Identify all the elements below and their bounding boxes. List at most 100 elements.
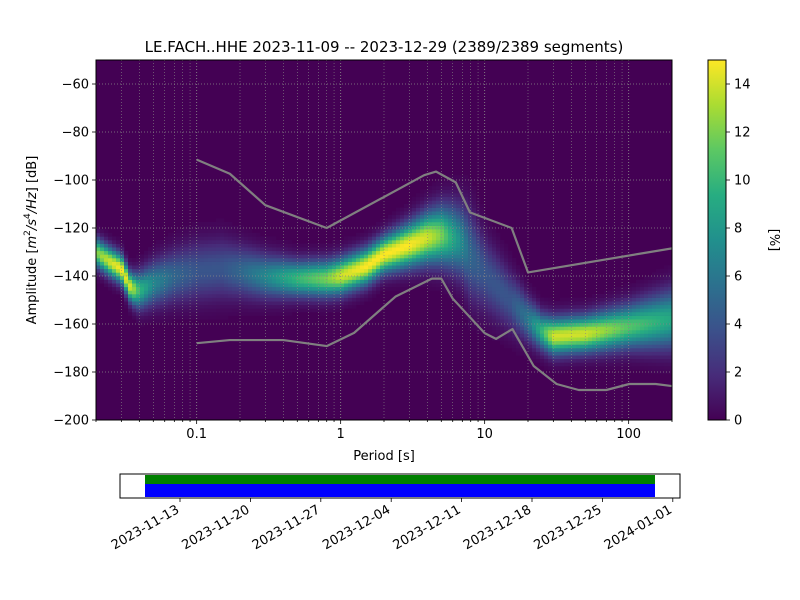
density-cell — [324, 250, 329, 255]
density-cell — [516, 312, 521, 316]
density-cell — [648, 290, 653, 295]
density-cell — [416, 193, 421, 198]
density-cell — [536, 348, 541, 352]
density-cell — [464, 196, 469, 201]
density-cell — [160, 312, 165, 316]
density-cell — [528, 286, 533, 291]
density-cell — [440, 250, 445, 255]
density-cell — [468, 254, 473, 259]
density-cell — [236, 283, 241, 288]
density-cell — [516, 294, 521, 298]
density-cell — [200, 279, 205, 284]
density-cell — [492, 268, 497, 273]
density-cell — [600, 312, 605, 316]
density-cell — [632, 315, 637, 320]
density-cell — [312, 265, 317, 270]
y-tick-label: −60 — [62, 78, 89, 93]
density-cell — [220, 276, 225, 280]
density-cell — [196, 290, 201, 295]
density-cell — [640, 337, 645, 342]
density-cell — [160, 283, 165, 288]
density-cell — [572, 358, 577, 363]
density-cell — [220, 243, 225, 248]
density-cell — [456, 225, 461, 230]
density-cell — [192, 315, 197, 320]
density-cell — [452, 196, 457, 201]
density-cell — [240, 265, 245, 270]
density-cell — [592, 358, 597, 363]
density-cell — [204, 261, 209, 266]
density-cell — [180, 243, 185, 248]
density-cell — [572, 308, 577, 313]
density-cell — [580, 330, 585, 334]
density-cell — [448, 243, 453, 248]
density-cell — [352, 250, 357, 255]
density-cell — [404, 283, 409, 288]
density-cell — [520, 279, 525, 284]
density-cell — [664, 268, 669, 273]
density-cell — [432, 193, 437, 198]
density-cell — [216, 258, 221, 262]
density-cell — [660, 355, 665, 360]
density-cell — [240, 232, 245, 237]
density-cell — [324, 279, 329, 284]
density-cell — [344, 304, 349, 309]
density-cell — [624, 348, 629, 352]
density-cell — [400, 276, 405, 280]
density-cell — [496, 337, 501, 342]
density-cell — [308, 258, 313, 262]
density-cell — [260, 236, 265, 241]
density-cell — [112, 243, 117, 248]
density-cell — [420, 189, 425, 194]
density-cell — [352, 243, 357, 248]
density-cell — [232, 290, 237, 295]
density-cell — [164, 294, 169, 298]
density-cell — [164, 247, 169, 252]
density-cell — [356, 240, 361, 244]
density-cell — [336, 258, 341, 262]
density-cell — [476, 261, 481, 266]
density-cell — [368, 250, 373, 255]
density-cell — [452, 193, 457, 198]
density-cell — [120, 258, 125, 262]
density-cell — [388, 218, 393, 223]
density-cell — [384, 225, 389, 230]
density-cell — [484, 250, 489, 255]
density-cell — [200, 297, 205, 302]
density-cell — [512, 304, 517, 309]
density-cell — [656, 319, 661, 324]
density-cell — [208, 308, 213, 313]
density-cell — [440, 211, 445, 216]
density-cell — [160, 304, 165, 309]
density-cell — [344, 290, 349, 295]
density-cell — [236, 236, 241, 241]
density-cell — [492, 290, 497, 295]
density-cell — [320, 243, 325, 248]
density-cell — [600, 355, 605, 360]
colorbar-gradient — [707, 59, 727, 421]
density-cell — [656, 308, 661, 313]
density-cell — [272, 265, 277, 270]
density-cell — [156, 283, 161, 288]
density-cell — [668, 322, 672, 327]
density-cell — [564, 344, 569, 349]
density-cell — [248, 247, 253, 252]
density-cell — [496, 272, 501, 277]
density-cell — [480, 286, 485, 291]
density-cell — [132, 308, 137, 313]
density-cell — [580, 322, 585, 327]
density-cell — [436, 247, 441, 252]
density-cell — [440, 189, 445, 194]
density-cell — [140, 294, 145, 298]
density-cell — [628, 340, 633, 345]
density-cell — [476, 204, 481, 208]
density-cell — [256, 236, 261, 241]
density-cell — [424, 236, 429, 241]
density-cell — [256, 243, 261, 248]
density-cell — [492, 330, 497, 334]
density-cell — [584, 322, 589, 327]
density-cell — [660, 319, 665, 324]
density-cell — [544, 319, 549, 324]
density-cell — [432, 250, 437, 255]
density-cell — [148, 254, 153, 259]
